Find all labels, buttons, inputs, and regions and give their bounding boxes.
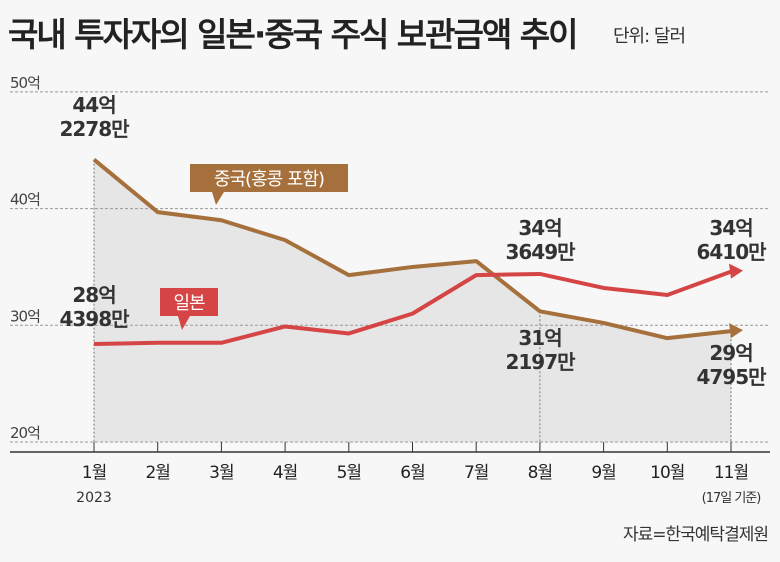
- y-tick-label: 40억: [10, 191, 40, 209]
- x-tick-label: 6월: [400, 463, 424, 483]
- y-tick-label: 30억: [10, 307, 40, 325]
- x-sublabel-year: 2023: [76, 490, 112, 506]
- x-tick-label: 8월: [528, 463, 552, 483]
- x-tick-label: 1월: [82, 463, 106, 483]
- data-label: 31억: [518, 326, 561, 350]
- data-label: 34억: [518, 216, 561, 240]
- source-note: 자료=한국예탁결제원: [622, 525, 769, 545]
- legend-japan-pointer: [178, 316, 190, 330]
- data-label: 44억: [72, 93, 115, 117]
- data-label: 2278만: [59, 117, 130, 141]
- y-tick-label: 20억: [10, 424, 40, 442]
- chart-title: 국내 투자자의 일본·중국 주식 보관금액 추이: [8, 15, 578, 54]
- legend-china-text: 중국(홍콩 포함): [214, 169, 324, 190]
- legend-china-pointer: [212, 192, 224, 205]
- legend-japan-text: 일본: [173, 293, 205, 314]
- x-tick-label: 5월: [337, 463, 361, 483]
- x-tick-label: 3월: [209, 463, 233, 483]
- arrow-head-icon: [729, 263, 743, 279]
- data-label: 28억: [72, 283, 115, 307]
- legend-japan-box: [160, 288, 218, 316]
- legend-china-box: [190, 164, 348, 192]
- x-tick-label: 11월: [714, 463, 748, 483]
- x-tick-label: 10월: [650, 463, 684, 483]
- arrow-head-icon: [729, 323, 743, 339]
- x-tick-label: 7월: [464, 463, 488, 483]
- unit-label: 단위: 달러: [613, 26, 686, 47]
- data-label: 34억: [709, 216, 752, 240]
- x-tick-label: 9월: [591, 463, 615, 483]
- x-sublabel-date: (17일 기준): [702, 491, 761, 506]
- y-tick-label: 50억: [10, 74, 40, 92]
- x-tick-label: 2월: [145, 463, 169, 483]
- data-label: 6410만: [696, 240, 767, 264]
- data-label: 2197만: [505, 350, 576, 374]
- data-label: 29억: [709, 341, 752, 365]
- data-label: 4398만: [59, 307, 130, 331]
- data-label: 3649만: [505, 240, 576, 264]
- x-tick-label: 4월: [273, 463, 297, 483]
- data-label: 4795만: [696, 365, 767, 389]
